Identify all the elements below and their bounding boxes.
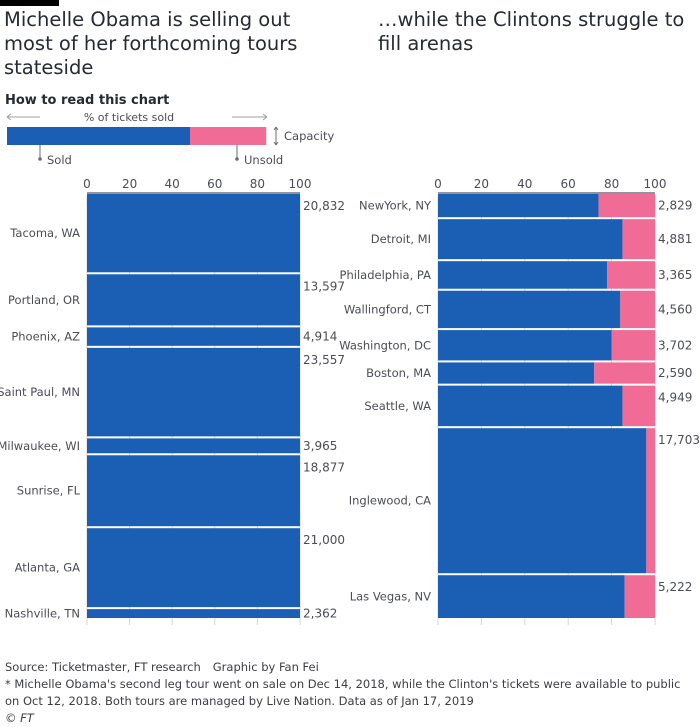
legend-sold-dot xyxy=(38,157,42,161)
legend-capacity-label: Capacity xyxy=(284,129,334,143)
footer-credit: Graphic by Fan Fei xyxy=(212,660,319,674)
bar-unsold xyxy=(620,290,655,329)
legend-arrowhead-left xyxy=(6,113,12,121)
legend-sold-label: Sold xyxy=(47,153,72,167)
ft-top-bar xyxy=(0,0,59,6)
bar-sold xyxy=(87,438,300,454)
bar-sold xyxy=(87,528,300,608)
category-label: Tacoma, WA xyxy=(9,226,80,240)
capacity-label: 17,703 xyxy=(658,433,700,447)
bar-sold xyxy=(87,609,300,618)
bar-unsold xyxy=(594,362,655,384)
x-tick-label: 0 xyxy=(83,177,91,191)
category-label: Detroit, MI xyxy=(371,232,431,246)
category-label: Washington, DC xyxy=(339,338,431,352)
category-label: Wallingford, CT xyxy=(344,302,432,316)
category-label: Milwaukee, WI xyxy=(0,439,80,453)
bar-unsold xyxy=(624,575,655,618)
category-label: NewYork, NY xyxy=(359,199,432,213)
capacity-label: 2,590 xyxy=(658,366,692,380)
bar-sold xyxy=(438,261,608,289)
category-label: Las Vegas, NV xyxy=(350,590,431,604)
legend-unsold-label: Unsold xyxy=(244,153,283,167)
bar-sold xyxy=(438,362,595,384)
x-tick-label: 20 xyxy=(122,177,137,191)
clinton-tour-chart: 0 20 40 60 80 100 NewYork, NY 2,829 Detroit, MI 4… xyxy=(339,177,700,625)
right-chart-title: …while the Clintons struggle to fill are… xyxy=(378,8,685,55)
x-tick-label: 60 xyxy=(561,177,576,191)
x-tick-label: 100 xyxy=(644,177,667,191)
capacity-label: 21,000 xyxy=(303,533,345,547)
bar-sold xyxy=(438,290,621,329)
x-tick-label: 20 xyxy=(474,177,489,191)
category-label: Seattle, WA xyxy=(364,399,431,413)
capacity-label: 18,877 xyxy=(303,460,345,474)
category-label: Inglewood, CA xyxy=(349,494,431,508)
bar-unsold xyxy=(611,330,655,361)
capacity-label: 3,365 xyxy=(658,268,692,282)
bar-unsold xyxy=(607,261,655,289)
bar-sold xyxy=(87,347,300,437)
capacity-label: 3,965 xyxy=(303,439,337,453)
x-tick-label: 40 xyxy=(165,177,180,191)
legend-unsold-dot xyxy=(235,157,239,161)
capacity-label: 2,362 xyxy=(303,607,337,621)
x-tick-label: 80 xyxy=(250,177,265,191)
x-tick-label: 60 xyxy=(207,177,222,191)
category-label: Boston, MA xyxy=(366,366,431,380)
obama-tour-chart: 0 20 40 60 80 100 Tacoma, WA 20,832 Portland, OR… xyxy=(0,177,345,625)
bar-sold xyxy=(87,274,300,326)
legend-axis-label: % of tickets sold xyxy=(84,111,174,124)
x-tick-label: 0 xyxy=(434,177,442,191)
bar-sold xyxy=(87,455,300,527)
capacity-label: 13,597 xyxy=(303,279,345,293)
capacity-label: 4,914 xyxy=(303,330,337,344)
legend-unsold-bar xyxy=(190,127,267,145)
category-label: Sunrise, FL xyxy=(17,484,81,498)
bar-unsold xyxy=(622,219,655,260)
capacity-label: 4,881 xyxy=(658,232,692,246)
bar-sold xyxy=(438,385,623,427)
legend-heading: How to read this chart xyxy=(5,93,170,108)
footer-note: * Michelle Obama's second leg tour went … xyxy=(5,677,681,708)
footer-copyright: © FT xyxy=(5,711,34,725)
footer-source-line: Source: Ticketmaster, FT research Graphic… xyxy=(5,659,331,676)
capacity-label: 3,702 xyxy=(658,338,692,352)
bar-unsold xyxy=(598,194,655,218)
category-label: Portland, OR xyxy=(8,293,80,307)
bar-unsold xyxy=(622,385,655,427)
left-chart-title: Michelle Obama is selling out most of he… xyxy=(4,8,298,79)
bar-sold xyxy=(438,428,647,574)
footer-source: Source: Ticketmaster, FT research xyxy=(5,660,201,674)
category-label: Saint Paul, MN xyxy=(0,385,80,399)
capacity-label: 5,222 xyxy=(658,580,692,594)
capacity-label: 4,560 xyxy=(658,302,692,316)
bar-sold xyxy=(438,194,599,218)
capacity-label: 23,557 xyxy=(303,353,345,367)
bar-sold xyxy=(438,330,612,361)
x-tick-label: 80 xyxy=(604,177,619,191)
category-label: Philadelphia, PA xyxy=(340,268,432,282)
bar-sold xyxy=(438,575,625,618)
capacity-label: 4,949 xyxy=(658,391,692,405)
legend-sold-bar xyxy=(7,127,190,145)
category-label: Nashville, TN xyxy=(5,607,80,621)
bar-sold xyxy=(438,219,623,260)
legend-explainer: % of tickets sold Capacity Sold Unsold xyxy=(6,111,334,167)
bar-unsold xyxy=(646,428,655,574)
legend-arrowhead-right xyxy=(262,113,268,121)
bar-sold xyxy=(87,194,300,273)
capacity-label: 2,829 xyxy=(658,199,692,213)
legend-capacity-arrow xyxy=(273,126,279,146)
bar-sold xyxy=(87,327,300,346)
x-tick-label: 40 xyxy=(517,177,532,191)
category-label: Phoenix, AZ xyxy=(11,330,80,344)
category-label: Atlanta, GA xyxy=(15,561,80,575)
capacity-label: 20,832 xyxy=(303,199,345,213)
x-tick-label: 100 xyxy=(289,177,312,191)
